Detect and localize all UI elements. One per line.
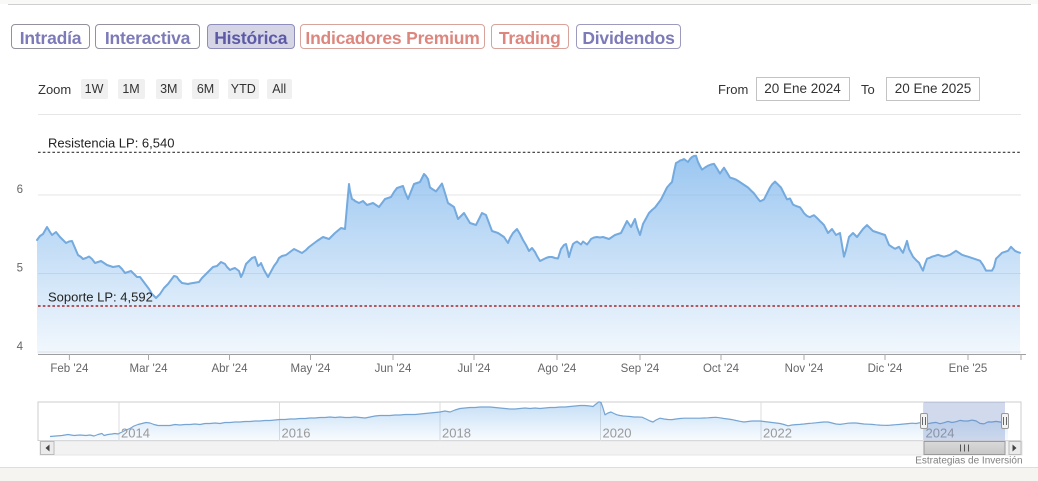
svg-text:May '24: May '24 [291,363,332,375]
svg-text:Abr '24: Abr '24 [211,363,248,375]
svg-text:Dic '24: Dic '24 [868,363,903,375]
svg-text:4: 4 [17,341,24,353]
svg-text:Resistencia LP: 6,540: Resistencia LP: 6,540 [48,136,174,151]
svg-text:Ago '24: Ago '24 [538,363,577,375]
svg-text:2022: 2022 [763,426,792,441]
svg-text:Estrategias de Inversión: Estrategias de Inversión [915,456,1022,467]
svg-text:Nov '24: Nov '24 [785,363,824,375]
svg-text:2018: 2018 [442,426,471,441]
svg-text:Oct '24: Oct '24 [703,363,740,375]
svg-text:5: 5 [17,263,23,275]
svg-text:Sep '24: Sep '24 [621,363,660,375]
svg-text:Ene '25: Ene '25 [949,363,988,375]
svg-text:6: 6 [17,184,23,196]
svg-text:2024: 2024 [926,426,955,441]
svg-text:Jul '24: Jul '24 [458,363,491,375]
svg-text:Soporte LP: 4,592: Soporte LP: 4,592 [48,290,153,305]
svg-text:Feb '24: Feb '24 [50,363,89,375]
svg-text:2014: 2014 [121,426,150,441]
svg-text:Jun '24: Jun '24 [375,363,412,375]
svg-text:Mar '24: Mar '24 [130,363,169,375]
svg-text:2016: 2016 [282,426,311,441]
svg-text:2020: 2020 [603,426,632,441]
